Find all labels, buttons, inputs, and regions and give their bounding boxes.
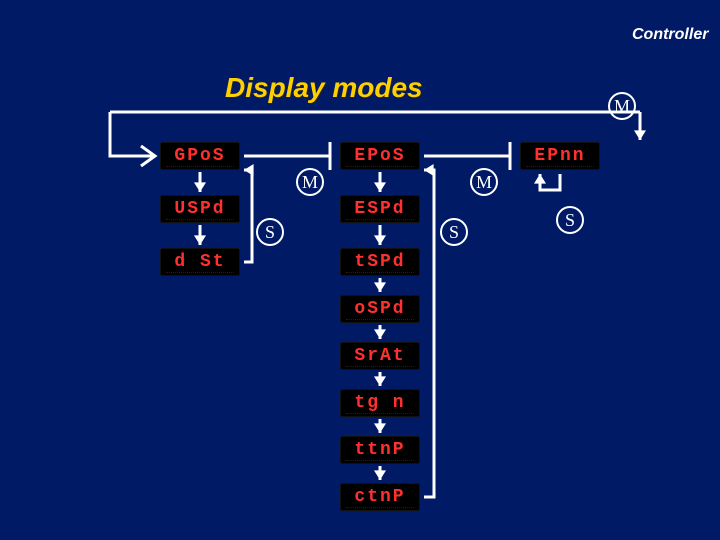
display-center-4: SrAt (340, 342, 420, 370)
mode-circle-5: S (556, 206, 584, 234)
display-center-3: oSPd (340, 295, 420, 323)
mode-circle-4: S (440, 218, 468, 246)
mode-circle-1: M (296, 168, 324, 196)
display-center-7: ctnP (340, 483, 420, 511)
display-center-1: ESPd (340, 195, 420, 223)
display-right-0: EPnn (520, 142, 600, 170)
display-left-2: d St (160, 248, 240, 276)
display-center-0: EPoS (340, 142, 420, 170)
display-center-2: tSPd (340, 248, 420, 276)
mode-circle-2: M (470, 168, 498, 196)
mode-circle-3: S (256, 218, 284, 246)
display-left-1: USPd (160, 195, 240, 223)
display-left-0: GPoS (160, 142, 240, 170)
display-center-6: ttnP (340, 436, 420, 464)
display-center-5: tg n (340, 389, 420, 417)
mode-circle-0: M (608, 92, 636, 120)
